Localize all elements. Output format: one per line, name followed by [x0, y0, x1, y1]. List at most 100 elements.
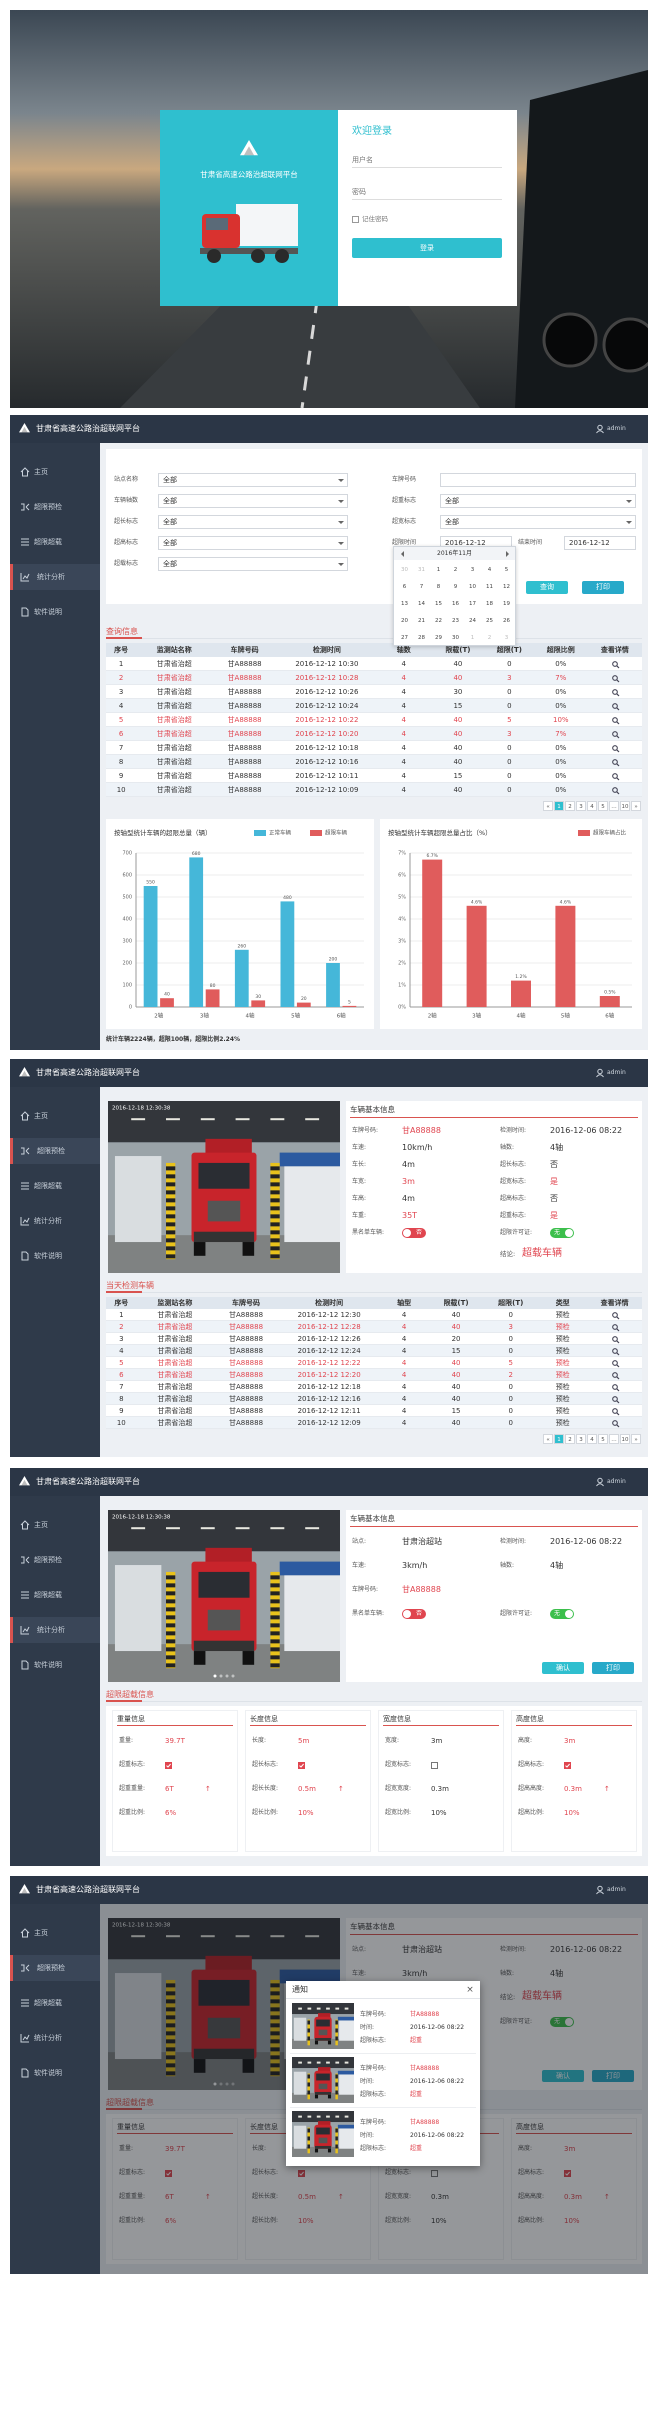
date-cell[interactable]: 16 [452, 601, 459, 607]
page-button[interactable]: « [543, 1434, 553, 1444]
date-cell[interactable]: 4 [487, 567, 492, 573]
view-detail-icon[interactable] [611, 1360, 620, 1368]
checkbox[interactable] [564, 2169, 571, 2177]
date-cell[interactable]: 19 [503, 601, 510, 607]
menu-item[interactable]: 主页 [34, 468, 48, 476]
date-cell[interactable]: 31 [418, 567, 425, 573]
modal-close[interactable]: × [466, 1985, 474, 1995]
date-cell[interactable]: 6 [402, 584, 407, 590]
date-cell[interactable]: 3 [504, 635, 509, 641]
view-detail-icon[interactable] [612, 661, 620, 669]
page-button[interactable]: … [609, 1434, 619, 1444]
text-input[interactable] [440, 473, 636, 487]
view-detail-icon[interactable] [611, 1420, 620, 1428]
page-button[interactable]: « [543, 801, 553, 811]
menu-item[interactable]: 超限超载 [34, 538, 62, 546]
select[interactable]: 全部 [440, 515, 636, 529]
menu-item[interactable]: 超限预检 [10, 1955, 100, 1981]
page-button[interactable]: 4 [587, 1434, 597, 1444]
page-button[interactable]: 5 [598, 801, 608, 811]
date-cell[interactable]: 3 [470, 567, 475, 573]
menu-item[interactable]: 软件说明 [34, 1252, 62, 1260]
page-button[interactable]: 1 [554, 1434, 564, 1444]
view-detail-icon[interactable] [612, 759, 620, 767]
page-button[interactable]: » [631, 1434, 641, 1444]
view-detail-icon[interactable] [611, 1348, 620, 1356]
header-user[interactable]: admin [607, 1886, 626, 1893]
date-cell[interactable]: 17 [469, 601, 476, 607]
select[interactable]: 全部 [158, 557, 348, 571]
date-cell[interactable]: 10 [469, 584, 476, 590]
date-cell[interactable]: 11 [486, 584, 493, 590]
view-detail-icon[interactable] [612, 787, 620, 795]
select[interactable]: 全部 [158, 515, 348, 529]
menu-item[interactable]: 主页 [34, 1929, 48, 1937]
view-detail-icon[interactable] [612, 773, 620, 781]
date-cell[interactable]: 22 [435, 618, 442, 624]
date-cell[interactable]: 5 [504, 567, 509, 573]
date-cell[interactable]: 1 [436, 567, 441, 573]
menu-item[interactable]: 软件说明 [34, 1661, 62, 1669]
date-cell[interactable]: 1 [470, 635, 475, 641]
menu-item[interactable]: 主页 [34, 1112, 48, 1120]
date-cell[interactable]: 15 [435, 601, 442, 607]
menu-item[interactable]: 超限超载 [34, 1999, 62, 2007]
toggle-switch[interactable]: 无 [550, 2017, 574, 2027]
menu-item[interactable]: 主页 [34, 1521, 48, 1529]
page-button[interactable]: 2 [565, 1434, 575, 1444]
button[interactable]: 打印 [592, 2070, 634, 2082]
button[interactable]: 确认 [542, 2070, 584, 2082]
view-detail-icon[interactable] [611, 1312, 620, 1320]
menu-item[interactable]: 统计分析 [34, 2034, 62, 2042]
select[interactable]: 全部 [158, 473, 348, 487]
date-cell[interactable]: 27 [401, 635, 408, 641]
view-detail-icon[interactable] [611, 1384, 620, 1392]
page-button[interactable]: » [631, 801, 641, 811]
menu-item[interactable]: 超限预检 [34, 1556, 62, 1564]
page-button[interactable]: 3 [576, 801, 586, 811]
username-input[interactable]: 用户名 [352, 152, 502, 168]
date-cell[interactable]: 29 [435, 635, 442, 641]
button[interactable]: 打印 [582, 581, 624, 594]
date-cell[interactable]: 23 [452, 618, 459, 624]
date-cell[interactable]: 26 [503, 618, 510, 624]
menu-item[interactable]: 超限超载 [34, 1591, 62, 1599]
view-detail-icon[interactable] [611, 1324, 620, 1332]
date-cell[interactable]: 28 [418, 635, 425, 641]
toggle-switch[interactable]: 否 [402, 1609, 426, 1619]
checkbox[interactable] [165, 1761, 172, 1769]
page-button[interactable]: 10 [620, 1434, 630, 1444]
toggle-switch[interactable]: 否 [402, 1228, 426, 1238]
view-detail-icon[interactable] [612, 689, 620, 697]
view-detail-icon[interactable] [612, 703, 620, 711]
toggle-switch[interactable]: 无 [550, 1609, 574, 1619]
date-cell[interactable]: 25 [486, 618, 493, 624]
view-detail-icon[interactable] [611, 1408, 620, 1416]
header-user[interactable]: admin [607, 1478, 626, 1485]
menu-item[interactable]: 超限预检 [10, 1138, 100, 1164]
menu-item[interactable]: 统计分析 [34, 1217, 62, 1225]
menu-item[interactable]: 超限超载 [34, 1182, 62, 1190]
password-input[interactable]: 密码 [352, 184, 502, 200]
date-cell[interactable]: 7 [419, 584, 424, 590]
page-button[interactable]: 10 [620, 801, 630, 811]
checkbox[interactable] [431, 2169, 438, 2177]
date-cell[interactable]: 9 [453, 584, 458, 590]
date-cell[interactable]: 14 [418, 601, 425, 607]
date-cell[interactable]: 18 [486, 601, 493, 607]
date-input[interactable]: 2016-12-12 [564, 536, 636, 550]
page-button[interactable]: 2 [565, 801, 575, 811]
select[interactable]: 全部 [440, 494, 636, 508]
prev-month[interactable] [398, 551, 404, 557]
page-button[interactable]: 3 [576, 1434, 586, 1444]
button[interactable]: 确认 [542, 1662, 584, 1674]
checkbox[interactable] [564, 1761, 571, 1769]
button[interactable]: 查询 [526, 581, 568, 594]
view-detail-icon[interactable] [612, 745, 620, 753]
date-cell[interactable]: 2 [487, 635, 492, 641]
date-cell[interactable]: 12 [503, 584, 510, 590]
toggle-switch[interactable]: 无 [550, 1228, 574, 1238]
select[interactable]: 全部 [158, 494, 348, 508]
page-button[interactable]: 5 [598, 1434, 608, 1444]
view-detail-icon[interactable] [612, 717, 620, 725]
